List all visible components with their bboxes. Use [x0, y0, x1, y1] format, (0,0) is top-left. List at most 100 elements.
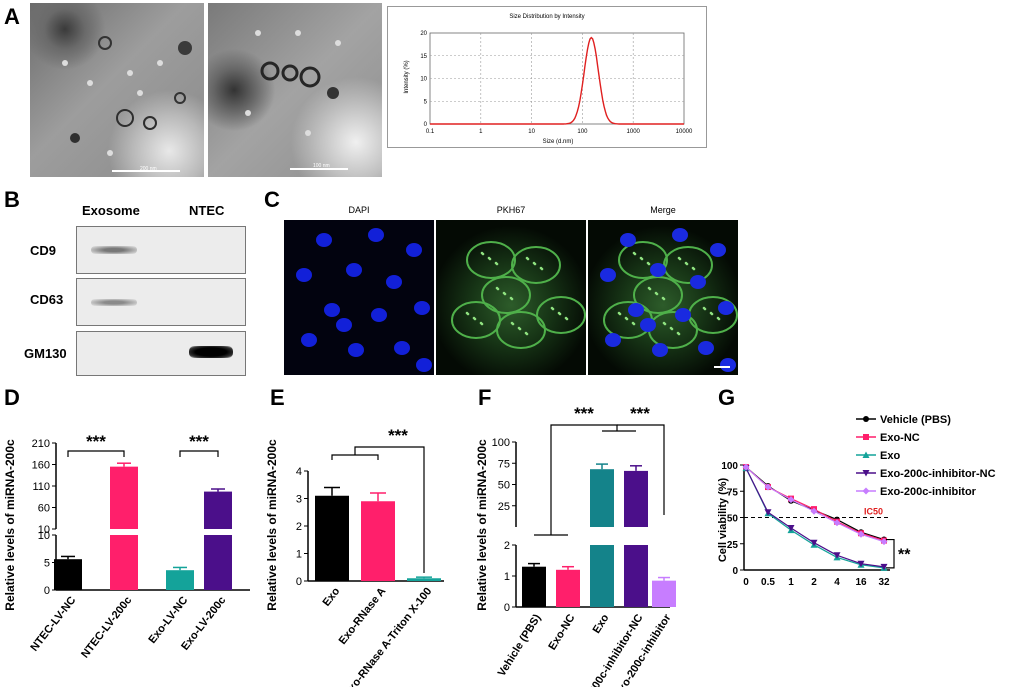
merge-dot — [678, 257, 682, 261]
g-legend-marker — [863, 434, 869, 440]
dls-xtick-label: 10 — [528, 129, 535, 135]
d-sig-label: *** — [86, 432, 106, 451]
merge-nucleus — [650, 263, 666, 277]
e-ytick-label: 1 — [296, 549, 302, 561]
g-point — [742, 463, 750, 471]
d-bar — [166, 570, 194, 590]
d-bar — [204, 535, 232, 590]
d-ylabel: Relative levels of miRNA-200c — [3, 439, 17, 611]
g-xtick-label: 0.5 — [761, 577, 775, 588]
pkh67-dot — [466, 312, 470, 316]
d-xtick-label: NTEC-LV-200c — [79, 594, 134, 660]
pkh67-dot — [495, 262, 499, 266]
merge-nucleus — [620, 233, 636, 247]
f-bar — [624, 545, 648, 607]
merge-dot — [633, 252, 637, 256]
d-ytick-label: 0 — [44, 585, 50, 597]
f-sig-bracket — [550, 424, 618, 535]
pkh67-cell — [466, 241, 516, 279]
d-xtick-label: NTEC-LV-NC — [28, 594, 78, 653]
g-series-line — [745, 466, 885, 541]
d-sig-label: *** — [189, 432, 209, 451]
dls-xtick-label: 10000 — [676, 129, 693, 135]
g-point — [833, 552, 841, 559]
dapi-nucleus — [324, 303, 340, 317]
f-ytick-label: 100 — [492, 437, 510, 449]
merge-nucleus — [690, 275, 706, 289]
d-ytick-label: 110 — [32, 481, 50, 493]
pkh67-dot — [525, 332, 529, 336]
g-ytick-label: 0 — [732, 566, 738, 577]
d-ytick-label: 210 — [32, 438, 50, 450]
pkh67-dot — [551, 307, 555, 311]
f-sig-label: *** — [630, 404, 650, 423]
e-sig-bracket — [354, 446, 425, 573]
confocal-title-merge: Merge — [650, 205, 676, 215]
confocal-merge — [588, 220, 738, 375]
g-sig-bracket — [886, 538, 895, 569]
g-point — [764, 483, 772, 491]
merge-dot — [647, 262, 651, 266]
merge-dot — [662, 297, 666, 301]
chart-e: 0 1 2 3 4 Relative levels of miRNA-200c ExoExo… — [265, 426, 444, 687]
panel-label-a: A — [4, 4, 20, 29]
pkh67-dot — [533, 262, 537, 266]
blot-band — [189, 346, 233, 358]
g-series-line — [745, 467, 885, 569]
g-sig-label: ** — [898, 547, 911, 564]
dapi-nucleus — [368, 228, 384, 242]
dls-xtick-label: 100 — [577, 129, 588, 135]
g-point — [764, 509, 772, 516]
e-xtick-label: Exo-RNase A — [337, 585, 389, 647]
merge-dot — [670, 327, 674, 331]
merge-nucleus — [710, 243, 726, 257]
g-ytick-label: 50 — [727, 514, 739, 525]
pkh67-dot — [565, 317, 569, 321]
d-bar — [110, 466, 138, 529]
merge-dot — [685, 262, 689, 266]
g-legend-label: Exo-NC — [880, 432, 920, 444]
dapi-nucleus — [406, 243, 422, 257]
dapi-nucleus — [336, 318, 352, 332]
merge-dot — [618, 312, 622, 316]
confocal-scale-bar — [714, 366, 730, 368]
blot-col-ntec: NTEC — [189, 203, 225, 218]
merge-cells — [600, 228, 738, 372]
g-ytick-label: 25 — [727, 540, 739, 551]
merge-dot — [710, 312, 714, 316]
f-bar — [624, 470, 648, 527]
dapi-nucleus — [301, 333, 317, 347]
dapi-nuclei — [296, 228, 432, 372]
g-legend-marker — [862, 470, 870, 477]
dls-plot-area — [429, 32, 685, 125]
e-ytick-label: 4 — [296, 466, 302, 478]
chart-g: 0 25 50 75 100 0 0.5 1 2 4 16 32 Cell viability (%) I… — [717, 414, 996, 588]
merge-nucleus — [675, 308, 691, 322]
d-sig-bracket — [67, 450, 125, 457]
pkh67-dot — [488, 257, 492, 261]
f-bar — [590, 469, 614, 527]
merge-dot — [663, 322, 667, 326]
dls-ytick-label: 15 — [420, 54, 427, 60]
dls-ylabel: Intensity (%) — [404, 60, 410, 93]
panel-label-f: F — [478, 385, 492, 410]
pkh67-dot — [558, 312, 562, 316]
dls-title: Size Distribution by Intensity — [509, 14, 584, 20]
pkh67-dot — [510, 297, 514, 301]
merge-dot — [655, 292, 659, 296]
e-sig-bracket — [331, 454, 379, 460]
panel-label-b: B — [4, 187, 20, 212]
f-ytick-label: 1 — [504, 571, 510, 583]
merge-dot — [717, 317, 721, 321]
e-ytick-label: 2 — [296, 521, 302, 533]
merge-dot — [692, 267, 696, 271]
dls-xtick-label: 1 — [479, 129, 483, 135]
dapi-nucleus — [386, 275, 402, 289]
g-series-line — [745, 466, 885, 542]
merge-dot — [632, 322, 636, 326]
f-ytick-label: 25 — [498, 501, 510, 513]
g-xtick-label: 32 — [878, 577, 890, 588]
g-point — [810, 539, 818, 547]
merge-nucleus — [605, 333, 621, 347]
